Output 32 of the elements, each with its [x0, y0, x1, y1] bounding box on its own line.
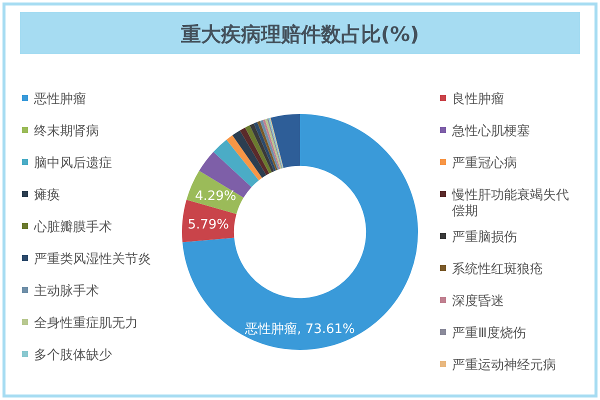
legend-label: 全身性重症肌无力: [34, 316, 138, 331]
donut-slice: [232, 130, 266, 178]
donut-slice: [245, 125, 272, 174]
donut-slice: [182, 200, 236, 242]
legend-label: 良性肿瘤: [452, 91, 504, 107]
legend-label: 深度昏迷: [452, 293, 504, 309]
legend-label: 慢性肝功能衰竭失代偿期: [451, 187, 569, 219]
donut-slice: [270, 114, 300, 168]
data-label: 恶性肿瘤, 73.61%: [244, 321, 355, 337]
legend-label: 严重类风湿性关节炎: [34, 252, 151, 267]
legend-label: 急性心肌梗塞: [451, 123, 530, 139]
chart-title: 重大疾病理赔件数占比(%): [180, 22, 420, 46]
donut-slice: [240, 128, 270, 176]
legend-label: 终末期肾病: [34, 124, 99, 139]
donut-slice: [254, 122, 276, 172]
legend-label: 恶性肿瘤: [33, 91, 86, 107]
legend-label: 瘫痪: [34, 188, 60, 203]
legend-label: 心脏瓣膜手术: [33, 219, 112, 235]
legend-label: 多个肢体缺少: [34, 348, 112, 363]
legend-label: 严重Ⅲ度烧伤: [452, 325, 526, 341]
donut-slice: [226, 135, 262, 180]
legend-label: 严重冠心病: [452, 155, 517, 171]
donut-slice: [250, 123, 274, 172]
legend-label: 严重脑损伤: [452, 230, 517, 245]
data-label: 4.29%: [194, 189, 236, 204]
donut-slice: [182, 114, 418, 350]
legend-label: 系统性红斑狼疮: [452, 262, 543, 277]
legend-label: 脑中风后遗症: [34, 156, 112, 171]
legend-label: 主动脉手术: [34, 283, 99, 299]
data-label: 5.79%: [188, 217, 230, 232]
legend-label: 严重运动神经元病: [452, 358, 556, 373]
donut-slice: [213, 140, 259, 188]
